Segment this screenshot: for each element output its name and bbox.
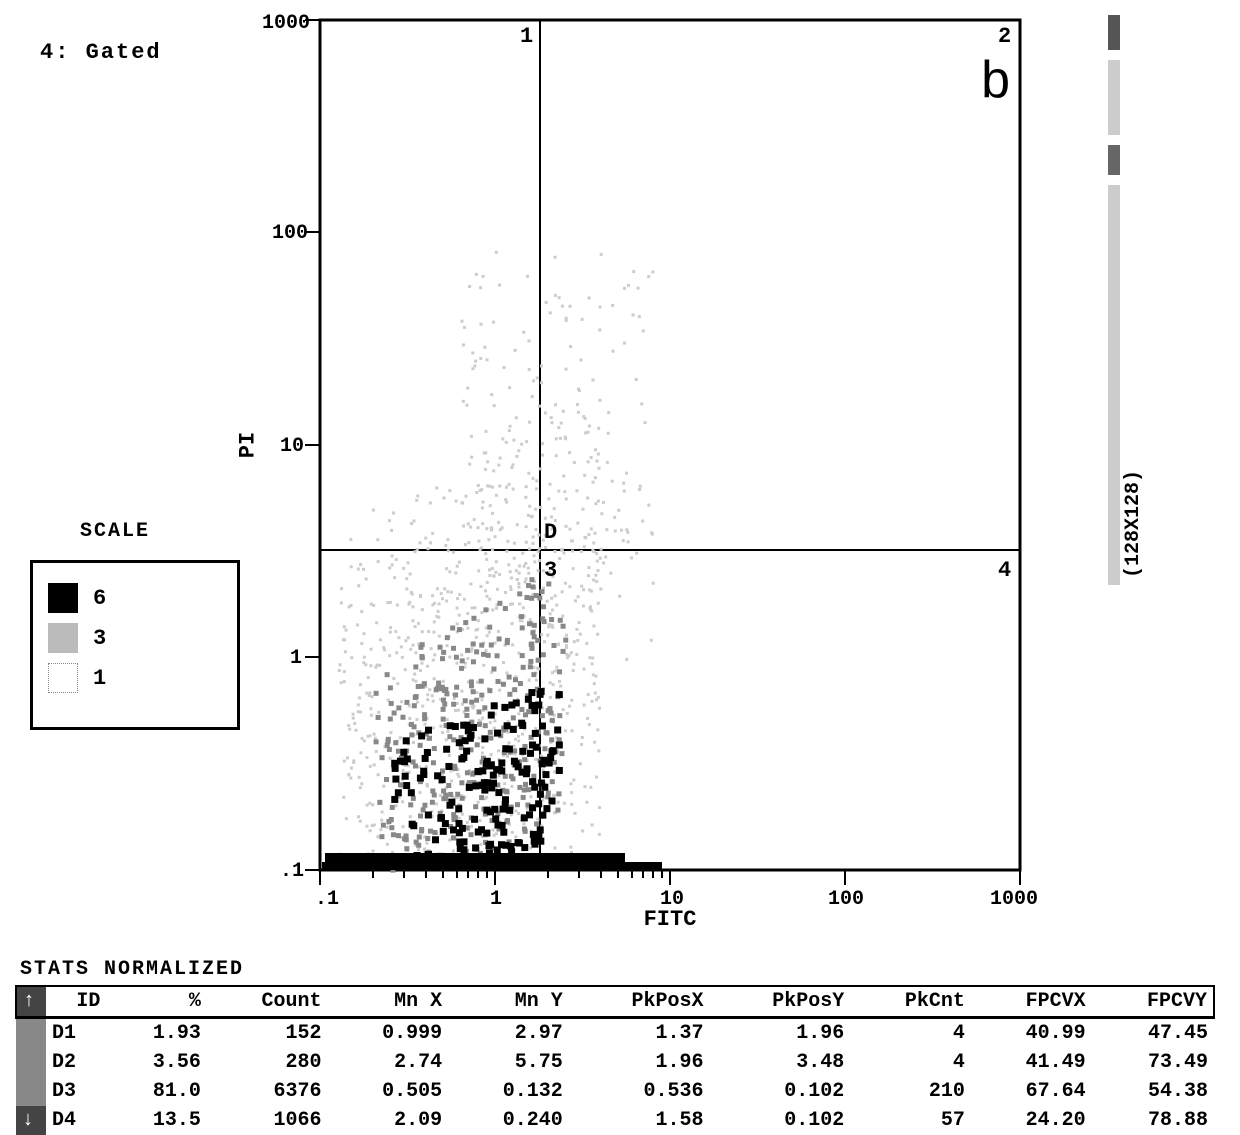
scale-item: 1 [48, 663, 222, 693]
quadrant-label-1: 1 [520, 24, 533, 49]
swatch-icon [48, 583, 78, 613]
stats-table: ↑ ID % Count Mn X Mn Y PkPosX PkPosY PkC… [15, 985, 1215, 1135]
table-cell: 210 [850, 1077, 971, 1106]
table-cell: 3.56 [106, 1048, 207, 1077]
swatch-icon [48, 663, 78, 693]
table-cell: 67.64 [971, 1077, 1092, 1106]
table-cell: 47.45 [1092, 1018, 1214, 1049]
scatter-plot: .1 1 10 100 1000 .1 1 10 100 1000 FITC P… [260, 10, 1040, 930]
table-cell: 41.49 [971, 1048, 1092, 1077]
col-header: Mn Y [448, 986, 569, 1018]
col-header: PkCnt [850, 986, 971, 1018]
table-cell: 5.75 [448, 1048, 569, 1077]
col-header: PkPosX [569, 986, 710, 1018]
table-cell: 6376 [207, 1077, 328, 1106]
quadrant-label-4: 4 [998, 558, 1011, 583]
table-cell: 0.505 [328, 1077, 449, 1106]
table-cell: 1.37 [569, 1018, 710, 1049]
scale-item-label: 3 [93, 626, 106, 651]
scroll-track-icon [16, 1018, 46, 1049]
scale-title: SCALE [80, 520, 150, 543]
col-header: % [106, 986, 207, 1018]
table-cell: 0.102 [710, 1106, 851, 1135]
y-tick: 100 [272, 222, 308, 245]
y-axis-label: PI [236, 432, 261, 458]
panel-label: b [981, 50, 1010, 110]
table-cell: 152 [207, 1018, 328, 1049]
scale-item-label: 1 [93, 666, 106, 691]
table-row: D11.931520.9992.971.371.96440.9947.45 [16, 1018, 1214, 1049]
table-row: D381.063760.5050.1320.5360.10221067.6454… [16, 1077, 1214, 1106]
y-tick: 10 [280, 435, 304, 458]
table-cell: 0.536 [569, 1077, 710, 1106]
table-cell: D1 [46, 1018, 106, 1049]
y-tick: .1 [280, 860, 304, 883]
table-cell: D4 [46, 1106, 106, 1135]
scroll-track-icon [16, 1077, 46, 1106]
table-cell: 1066 [207, 1106, 328, 1135]
y-tick: 1000 [262, 12, 310, 35]
table-cell: 1.96 [710, 1018, 851, 1049]
table-cell: 73.49 [1092, 1048, 1214, 1077]
x-tick: 100 [828, 888, 864, 911]
table-cell: 0.999 [328, 1018, 449, 1049]
table-cell: 280 [207, 1048, 328, 1077]
quadrant-label-2: 2 [998, 24, 1011, 49]
x-tick: .1 [315, 888, 339, 911]
swatch-icon [48, 623, 78, 653]
table-row: D23.562802.745.751.963.48441.4973.49 [16, 1048, 1214, 1077]
scale-legend: 6 3 1 [30, 560, 240, 730]
table-cell: 81.0 [106, 1077, 207, 1106]
x-axis-label: FITC [644, 907, 697, 932]
table-cell: 2.97 [448, 1018, 569, 1049]
table-cell: 0.240 [448, 1106, 569, 1135]
table-cell: D3 [46, 1077, 106, 1106]
dimension-label: (128X128) [1122, 470, 1145, 578]
table-cell: 0.102 [710, 1077, 851, 1106]
table-cell: 1.58 [569, 1106, 710, 1135]
quadrant-label-center: D [544, 520, 557, 545]
stats-title: STATS NORMALIZED [20, 958, 244, 981]
scroll-down-icon[interactable]: ↓ [16, 1106, 46, 1135]
gated-label: 4: Gated [40, 40, 162, 65]
table-cell: 13.5 [106, 1106, 207, 1135]
table-cell: 40.99 [971, 1018, 1092, 1049]
table-cell: 78.88 [1092, 1106, 1214, 1135]
plot-svg [260, 10, 1040, 930]
table-cell: 4 [850, 1018, 971, 1049]
x-tick: 1 [490, 888, 502, 911]
table-cell: 24.20 [971, 1106, 1092, 1135]
x-tick: 1000 [990, 888, 1038, 911]
col-header: FPCVX [971, 986, 1092, 1018]
table-cell: 2.09 [328, 1106, 449, 1135]
table-cell: 4 [850, 1048, 971, 1077]
table-cell: 1.93 [106, 1018, 207, 1049]
table-cell: 57 [850, 1106, 971, 1135]
table-cell: D2 [46, 1048, 106, 1077]
table-cell: 54.38 [1092, 1077, 1214, 1106]
scale-item: 3 [48, 623, 222, 653]
scroll-track-icon [16, 1048, 46, 1077]
col-header: Count [207, 986, 328, 1018]
side-scrollbar-icon [1108, 15, 1120, 575]
table-cell: 1.96 [569, 1048, 710, 1077]
scroll-up-icon[interactable]: ↑ [16, 986, 46, 1018]
table-cell: 3.48 [710, 1048, 851, 1077]
table-row: ↓D413.510662.090.2401.580.1025724.2078.8… [16, 1106, 1214, 1135]
col-header: Mn X [328, 986, 449, 1018]
table-cell: 0.132 [448, 1077, 569, 1106]
scale-item: 6 [48, 583, 222, 613]
table-cell: 2.74 [328, 1048, 449, 1077]
col-header: PkPosY [710, 986, 851, 1018]
col-header: FPCVY [1092, 986, 1214, 1018]
quadrant-label-3: 3 [544, 558, 557, 583]
col-header: ID [46, 986, 106, 1018]
y-tick: 1 [290, 647, 302, 670]
scale-item-label: 6 [93, 586, 106, 611]
